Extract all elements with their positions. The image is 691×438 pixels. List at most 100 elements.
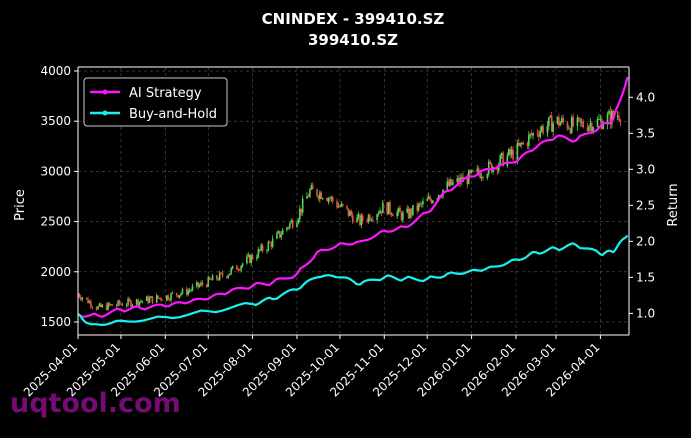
series-layer [77, 76, 629, 326]
candle-body [346, 205, 348, 209]
candle-body [516, 142, 519, 160]
candle-body [165, 295, 168, 301]
candle-body [611, 110, 613, 125]
candle-body [509, 149, 512, 155]
candle-body [446, 181, 449, 190]
candle-body [78, 293, 81, 298]
legend-label: AI Strategy [129, 86, 202, 101]
candle-body [507, 149, 510, 156]
candle-body [185, 288, 188, 295]
candle-body [357, 214, 360, 217]
candle-body [599, 118, 602, 120]
candle-body [289, 223, 291, 228]
candle-body [562, 117, 564, 123]
candle-body [321, 198, 324, 200]
candle-body [410, 208, 413, 216]
y-tick-label: 3000 [40, 164, 71, 178]
candle-body [506, 155, 509, 167]
candle-body [469, 170, 471, 173]
candle-body [107, 302, 109, 310]
candle-body [140, 301, 142, 303]
candle-body [336, 201, 338, 208]
candle-body [291, 220, 294, 228]
candle-body [362, 215, 364, 221]
candle-body [369, 215, 371, 221]
candle-body [299, 208, 301, 220]
candle-body [98, 303, 101, 307]
candle-body [118, 300, 121, 305]
candle-body [546, 126, 549, 134]
candle-body [81, 297, 84, 300]
candle-body [266, 250, 268, 252]
candle-body [426, 198, 429, 201]
candle-body [366, 220, 368, 222]
candle-body [598, 118, 600, 120]
candle-body [572, 117, 574, 126]
candle-body [616, 115, 619, 117]
candle-body [589, 123, 592, 127]
candle-body [320, 192, 323, 199]
candle-body [430, 199, 433, 204]
candle-body [95, 307, 98, 310]
candle-body [560, 117, 563, 123]
candle-body [128, 298, 131, 301]
candle-body [529, 133, 532, 135]
candle-body [230, 268, 232, 274]
candle-body [216, 275, 218, 280]
candle-body [278, 231, 281, 238]
candle-body [608, 111, 610, 115]
candle-body [195, 282, 198, 287]
y-tick-label: 3500 [40, 114, 71, 128]
candle-body [241, 263, 244, 266]
candle-body [502, 152, 504, 167]
candle-body [552, 123, 554, 132]
y2-tick-label: 2.0 [636, 234, 655, 248]
candle-body [267, 242, 270, 251]
candle-body [261, 245, 264, 252]
candle-body [281, 229, 284, 235]
candle-body [470, 170, 473, 173]
candle-body [380, 210, 383, 214]
candle-body [287, 227, 290, 229]
y2-tick-label: 1.5 [636, 270, 655, 284]
candle-body [309, 189, 311, 197]
candle-body [218, 272, 221, 280]
candle-body [349, 211, 351, 216]
candle-body [510, 149, 513, 155]
candle-body [432, 200, 434, 204]
candle-body [406, 208, 408, 213]
candle-body [148, 298, 151, 303]
candle-body [100, 303, 102, 308]
grid-layer [77, 67, 629, 335]
candle-body [141, 300, 144, 302]
candle-body [592, 127, 595, 132]
candle-body [407, 208, 410, 218]
candle-body [296, 222, 298, 228]
candle-body [500, 152, 503, 156]
candle-body [316, 189, 318, 197]
candle-body [327, 198, 330, 202]
candle-body [450, 179, 453, 185]
candle-body [331, 197, 334, 202]
candle-body [260, 245, 262, 251]
candle-body [208, 277, 211, 280]
candle-body [198, 285, 201, 287]
y-tick-label: 2000 [40, 265, 71, 279]
candle-body [286, 227, 288, 230]
candle-body [602, 124, 605, 129]
candle-body [619, 120, 622, 122]
candle-body [125, 304, 128, 306]
candle-body [326, 198, 328, 202]
candle-body [576, 117, 579, 126]
candle-body [420, 203, 423, 205]
candle-body [181, 288, 184, 294]
candle-body [528, 134, 530, 146]
candle-body [606, 114, 609, 125]
candle-body [422, 200, 424, 205]
watermark-logo: uqtool.com [10, 388, 181, 419]
candle-body [540, 126, 543, 131]
candle-body [151, 296, 154, 303]
candle-body [207, 277, 210, 287]
candle-body [97, 306, 99, 310]
